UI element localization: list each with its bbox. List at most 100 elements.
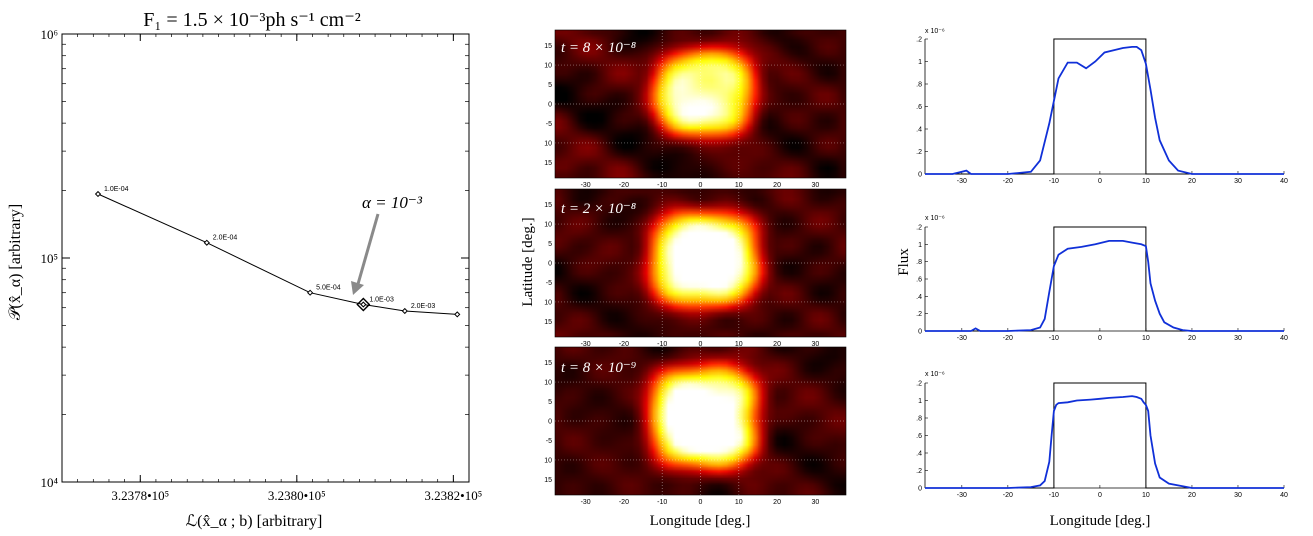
flux-x-tick-label: 0 — [1098, 335, 1102, 342]
flux-x-tick-label: 20 — [1188, 492, 1196, 499]
map-x-tick-label: 30 — [811, 499, 819, 506]
flux-y-tick-label: 0 — [918, 486, 922, 493]
map-y-tick-label: 10 — [544, 63, 552, 70]
map-y-tick-label: 10 — [544, 380, 552, 387]
map-y-tick-label: 10 — [544, 222, 552, 229]
point-label: 1.0E-04 — [104, 186, 129, 193]
map-x-tick-label: 0 — [699, 341, 703, 348]
flux-x-tick-label: 30 — [1234, 492, 1242, 499]
flux-y-tick-label: .6 — [916, 277, 922, 284]
flux-x-tick-label: 0 — [1098, 178, 1102, 185]
l-curve-point — [360, 301, 367, 308]
map-x-tick-label: 30 — [811, 341, 819, 348]
flux-profile-0-axes: -30 -20 -10 0 10 20 30 40 0 .2 .4 .6 .8 1 .2 — [916, 37, 1288, 186]
map-x-tick-label: -20 — [619, 341, 629, 348]
flux-profile-2-line — [925, 395, 1284, 489]
y-tick-label: 10⁴ — [40, 475, 58, 490]
map-x-tick-label: -20 — [619, 182, 629, 189]
flux-x-tick-label: 20 — [1188, 335, 1196, 342]
map-x-tick-label: 0 — [699, 182, 703, 189]
flux-x-tick-label: 40 — [1280, 178, 1288, 185]
sky-map-2-frame — [554, 346, 847, 496]
sky-map-1: -30 -20 -10 0 10 20 30 15 10 5 0 -5 10 15 t = 2 × 10⁻… — [544, 188, 847, 348]
flux-profile-1-true-box — [925, 226, 1284, 332]
alpha-annotation-arrow-shaft — [356, 213, 380, 285]
point-label: 2.0E-04 — [213, 235, 238, 242]
y-tick-label: 10⁶ — [40, 27, 58, 42]
flux-y-tick-label: .4 — [916, 127, 922, 134]
flux-profiles-ylabel: Flux — [896, 248, 912, 276]
sky-map-0: -30 -20 -10 0 10 20 30 15 10 5 0 -5 10 15 t = 8 × 10⁻… — [544, 29, 847, 189]
flux-x-tick-label: -20 — [1003, 492, 1013, 499]
sky-maps-panel: -30 -20 -10 0 10 20 30 15 10 5 0 -5 10 15 t = 8 × 10⁻… — [520, 29, 847, 529]
sky-map-2: -30 -20 -10 0 10 20 30 15 10 5 0 -5 10 15 t = 8 × 10⁻… — [544, 346, 847, 506]
l-curve-points — [94, 190, 461, 318]
flux-y-tick-label: .6 — [916, 104, 922, 111]
map-x-tick-label: 30 — [811, 182, 819, 189]
map-y-tick-label: -5 — [546, 121, 552, 128]
sky-map-1-grid — [555, 189, 846, 337]
map-y-tick-label: 15 — [544, 202, 552, 209]
flux-x-tick-label: -10 — [1049, 492, 1059, 499]
flux-profile-0: -30 -20 -10 0 10 20 30 40 0 .2 .4 .6 .8 1 .2 x 10⁻⁶ — [916, 28, 1288, 185]
flux-y-tick-label: 0 — [918, 329, 922, 336]
alpha-annotation-arrow-head — [351, 281, 364, 295]
map-y-tick-label: 15 — [544, 43, 552, 50]
sky-map-2-label: t = 8 × 10⁻⁹ — [561, 360, 636, 376]
map-y-tick-label: 10 — [544, 140, 552, 147]
flux-x-tick-label: -30 — [957, 492, 967, 499]
flux-x-tick-label: -30 — [957, 178, 967, 185]
flux-x-tick-label: 10 — [1142, 335, 1150, 342]
sky-maps-xlabel: Longitude [deg.] — [650, 513, 751, 529]
sky-map-2-tick-labels: -30 -20 -10 0 10 20 30 15 10 5 0 -5 10 15 — [544, 360, 819, 506]
flux-x-tick-label: -30 — [957, 335, 967, 342]
l-curve-ylabel: 𝒫(x̂_α) [arbitrary] — [7, 204, 24, 320]
l-curve-point — [307, 289, 314, 296]
l-curve-point — [203, 239, 210, 246]
sky-map-1-label: t = 2 × 10⁻⁸ — [561, 201, 636, 217]
point-label: 2.0E-03 — [411, 303, 436, 310]
flux-y-tick-label: .8 — [916, 416, 922, 423]
flux-x-tick-label: -20 — [1003, 178, 1013, 185]
flux-y-tick-label: .6 — [916, 433, 922, 440]
l-curve-title: F₁ = 1.5 × 10⁻³ph s⁻¹ cm⁻² — [143, 9, 361, 31]
l-curve-point — [94, 190, 102, 198]
flux-y-tick-label: 1 — [918, 242, 922, 249]
l-curve-xlabel: ℒ(x̂_α ; b) [arbitrary] — [186, 513, 323, 530]
map-y-tick-label: 10 — [544, 457, 552, 464]
flux-x-tick-label: 10 — [1142, 492, 1150, 499]
flux-y-tick-label: .4 — [916, 451, 922, 458]
flux-x-tick-label: 40 — [1280, 335, 1288, 342]
flux-y-tick-label: .4 — [916, 294, 922, 301]
l-curve-tick-labels: 3.2378•10⁵ 3.2380•10⁵ 3.2382•10⁵ 10⁴ 10⁵ 10⁶ — [40, 27, 482, 503]
flux-x-tick-label: 30 — [1234, 335, 1242, 342]
l-curve-panel: F₁ = 1.5 × 10⁻³ph s⁻¹ cm⁻² 3.2378•10⁵ 3.2… — [7, 9, 482, 530]
map-y-tick-label: 5 — [548, 82, 552, 89]
sky-maps-ylabel: Latitude [deg.] — [520, 217, 536, 306]
flux-profile-1-multiplier: x 10⁻⁶ — [925, 215, 945, 222]
map-x-tick-label: -10 — [657, 182, 667, 189]
flux-profile-0-true-box — [925, 38, 1284, 175]
map-y-tick-label: 5 — [548, 399, 552, 406]
map-x-tick-label: 10 — [735, 341, 743, 348]
map-x-tick-label: 20 — [773, 341, 781, 348]
map-x-tick-label: -30 — [581, 182, 591, 189]
l-curve-point-labels: 1.0E-04 2.0E-04 5.0E-04 1.0E-03 2.0E-03 — [104, 186, 435, 310]
flux-y-tick-label: 1 — [918, 59, 922, 66]
flux-x-tick-label: 10 — [1142, 178, 1150, 185]
sky-map-1-tick-labels: -30 -20 -10 0 10 20 30 15 10 5 0 -5 10 15 — [544, 202, 819, 348]
x-tick-label: 3.2378•10⁵ — [111, 488, 169, 503]
map-y-tick-label: 0 — [548, 261, 552, 268]
x-tick-label: 3.2382•10⁵ — [424, 488, 482, 503]
flux-y-tick-label: .8 — [916, 82, 922, 89]
flux-profiles-panel: -30 -20 -10 0 10 20 30 400.2.4.6.81.2 x 10⁻⁶ -3… — [896, 28, 1288, 529]
selected-point-marker — [356, 297, 371, 312]
map-y-tick-label: -5 — [546, 438, 552, 445]
map-x-tick-label: -20 — [619, 499, 629, 506]
flux-profile-2: -30 -20 -10 0 10 20 30 40 0 .2 .4 .6 .8 1 .2 x 10⁻⁶ — [916, 371, 1288, 499]
l-curve-plot-frame — [61, 33, 470, 483]
map-y-tick-label: 0 — [548, 419, 552, 426]
map-x-tick-label: -30 — [581, 499, 591, 506]
map-y-tick-label: 15 — [544, 160, 552, 167]
map-y-tick-label: 15 — [544, 477, 552, 484]
